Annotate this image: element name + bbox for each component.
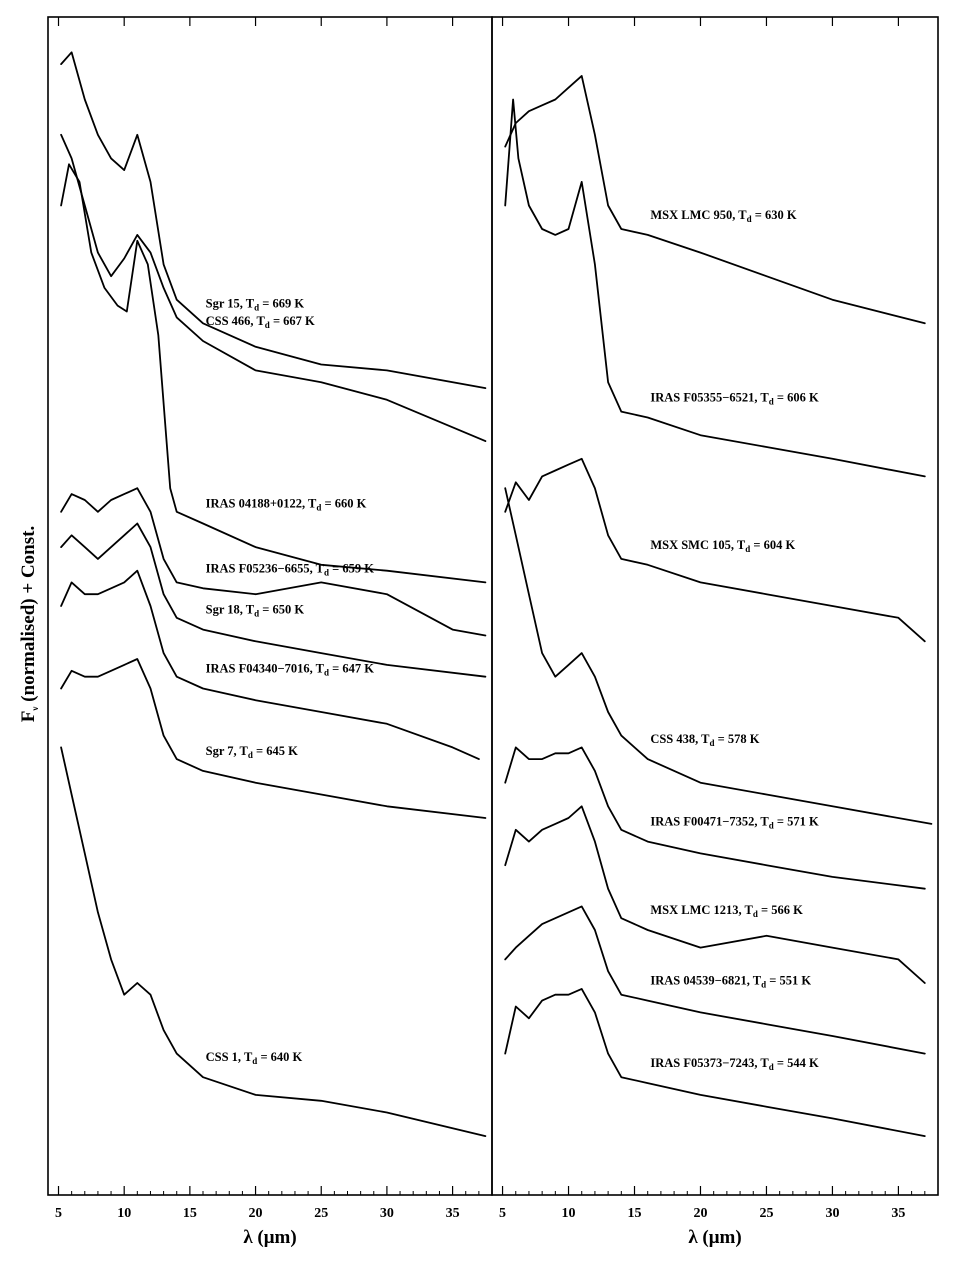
x-tick-label: 15 [183,1206,197,1221]
spectrum-line [60,569,480,760]
spectrum-line [504,746,926,890]
series-label: IRAS F04340−7016, Td = 647 K [206,661,375,677]
series-label: IRAS F00471−7352, Td = 571 K [650,815,819,831]
y-axis-label-main: F [18,711,39,723]
spectrum-line [60,51,487,389]
x-tick-label: 5 [55,1206,62,1221]
y-axis-label-subscript: ν [30,707,40,712]
series-label: MSX LMC 1213, Td = 566 K [650,903,803,919]
x-axis-label: λ (μm) [688,1227,741,1248]
spectrum-line [60,163,487,584]
series-label: MSX LMC 950, Td = 630 K [650,208,797,224]
spectrum-line [60,658,487,819]
x-axis-label: λ (μm) [243,1227,296,1248]
x-tick-label: 35 [446,1206,460,1221]
series-label: CSS 1, Td = 640 K [206,1050,303,1066]
x-tick-label: 20 [249,1206,263,1221]
x-tick-label: 10 [562,1206,576,1221]
spectrum-line [504,457,926,643]
series-label: Sgr 18, Td = 650 K [206,603,305,619]
x-tick-label: 5 [499,1206,506,1221]
x-tick-label: 30 [825,1206,839,1221]
series-label: CSS 466, Td = 667 K [206,314,315,330]
series-label: IRAS F05355−6521, Td = 606 K [650,391,819,407]
series-label: IRAS 04188+0122, Td = 660 K [206,497,367,513]
series-label: IRAS F05373−7243, Td = 544 K [650,1056,819,1072]
x-tick-label: 25 [314,1206,328,1221]
series-label: IRAS F05236−6655, Td = 659 K [206,561,375,577]
panel-left: 5 10 15 20 25 30 35 λ (μm) Sgr 15, Td = 669 K CSS… [47,16,493,1248]
panel-frame [491,16,939,1196]
spectrum-line [60,487,487,637]
x-tick-label: 20 [693,1206,707,1221]
series-label: Sgr 7, Td = 645 K [206,744,299,760]
x-tick-label: 30 [380,1206,394,1221]
spectrum-line [504,487,933,825]
spectrum-line [504,805,926,984]
x-tick-label: 15 [628,1206,642,1221]
spectrum-line [60,133,487,442]
spectrum-line [60,746,487,1137]
series-label: Sgr 15, Td = 669 K [206,296,305,312]
series-label: MSX SMC 105, Td = 604 K [650,538,795,554]
spectrum-line [504,905,926,1055]
series-label: IRAS 04539−6821, Td = 551 K [650,974,811,990]
panel-right: 5 10 15 20 25 30 35 λ (μm) MSX LMC 950, Td = 630… [491,16,939,1248]
y-axis-label-rest: (normalised) + Const. [18,526,39,707]
spectrum-line [504,75,926,325]
x-tick-label: 35 [891,1206,905,1221]
series-label: CSS 438, Td = 578 K [650,732,759,748]
x-tick-label: 25 [759,1206,773,1221]
x-tick-label: 10 [117,1206,131,1221]
spectrum-line [504,988,926,1137]
spectrum-line [60,522,487,678]
spectrum-line [504,98,926,478]
y-axis-label: Fν (normalised) + Const. [18,526,40,722]
